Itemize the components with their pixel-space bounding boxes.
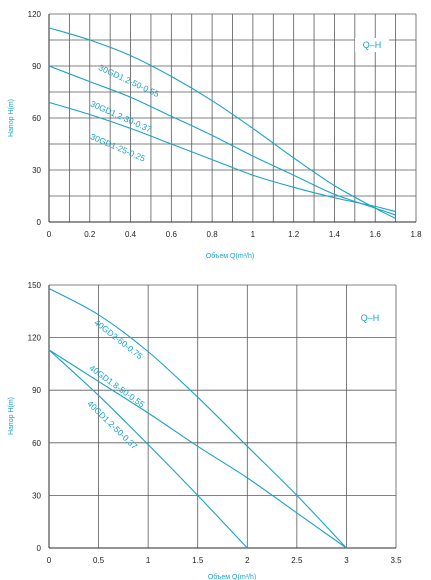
- x-tick-label: 1.6: [370, 230, 382, 239]
- y-axis-title: Напор H(m): [8, 397, 15, 435]
- x-tick-label: 0.6: [166, 230, 178, 239]
- series-label: 40GD1.2-50-0.37: [85, 398, 139, 451]
- x-tick-label: 2: [245, 556, 250, 565]
- y-tick-label: 0: [37, 544, 42, 553]
- series-curve: [48, 288, 347, 549]
- y-tick-label: 120: [28, 334, 42, 343]
- y-tick-label: 60: [32, 114, 41, 123]
- series-curve: [48, 349, 347, 549]
- legend-background: [355, 38, 389, 52]
- chart-1: 0 0.2 0.4 0.6 0.8 1 1.2 1.4 1.6 1.8 0 30 60 90 120 Объе…: [8, 10, 422, 260]
- x-tick-label: 1.8: [410, 230, 422, 239]
- x-tick-label: 1: [146, 556, 151, 565]
- x-axis-title: Объем Q(m³/h): [206, 252, 254, 260]
- series-label: 40GD2-60-0.75: [92, 317, 145, 361]
- series-label: 30GD1.2-30-0.37: [89, 99, 153, 135]
- x-tick-label: 0.8: [207, 230, 219, 239]
- x-tick-label: 0: [47, 230, 52, 239]
- y-tick-label: 120: [28, 10, 42, 19]
- legend-label: Q–H: [363, 40, 382, 50]
- series-curve: [48, 27, 396, 220]
- chart-2: 0 0.5 1 1.5 2 2.5 3 3.5 0 30 60 90 120 150 Объем Q(m³/…: [8, 281, 402, 580]
- y-tick-label: 30: [32, 491, 41, 500]
- y-tick-label: 90: [32, 62, 41, 71]
- x-tick-label: 3: [344, 556, 349, 565]
- x-tick-label: 1.2: [288, 230, 300, 239]
- x-tick-label: 1: [251, 230, 256, 239]
- y-tick-label: 150: [28, 281, 42, 290]
- x-tick-label: 1.5: [192, 556, 204, 565]
- y-tick-label: 0: [37, 218, 42, 227]
- x-tick-label: 3.5: [390, 556, 402, 565]
- x-tick-label: 0: [47, 556, 52, 565]
- y-tick-label: 60: [32, 439, 41, 448]
- series-curve: [48, 101, 396, 213]
- x-tick-label: 2.5: [291, 556, 303, 565]
- legend-label: Q–H: [361, 313, 380, 323]
- x-axis-title: Объем Q(m³/h): [208, 573, 256, 580]
- y-axis-title: Напор H(m): [8, 99, 15, 137]
- x-tick-label: 0.4: [125, 230, 137, 239]
- x-tick-label: 1.4: [329, 230, 341, 239]
- y-tick-label: 30: [32, 166, 41, 175]
- series-curve: [48, 349, 248, 549]
- series-label: 30GD1-25-0.25: [89, 131, 147, 163]
- legend-background: [352, 311, 388, 325]
- y-tick-label: 90: [32, 386, 41, 395]
- series-label: 30GD1.2-50-0.55: [97, 62, 161, 99]
- x-tick-label: 0.2: [84, 230, 96, 239]
- x-tick-label: 0.5: [93, 556, 105, 565]
